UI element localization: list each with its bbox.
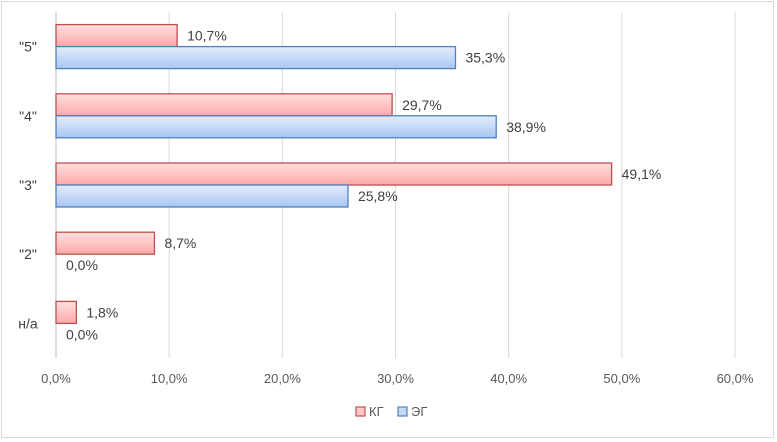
bar-ЭГ bbox=[55, 45, 457, 70]
x-tick-label: 0,0% bbox=[41, 371, 71, 386]
y-tick-label: "5" bbox=[19, 39, 37, 55]
x-tick-label: 40,0% bbox=[490, 371, 527, 386]
y-tick-label: "4" bbox=[19, 108, 37, 124]
x-tick-label: 30,0% bbox=[377, 371, 414, 386]
data-label: 25,8% bbox=[358, 188, 398, 204]
data-label: 0,0% bbox=[66, 257, 98, 273]
x-tick-label: 20,0% bbox=[264, 371, 301, 386]
bar-КГ bbox=[55, 93, 393, 117]
data-label: 1,8% bbox=[86, 304, 118, 320]
bar-КГ bbox=[55, 162, 613, 186]
legend-label: КГ bbox=[369, 404, 384, 419]
x-tick-label: 50,0% bbox=[603, 371, 640, 386]
legend-label: ЭГ bbox=[411, 404, 427, 419]
bar-КГ bbox=[55, 231, 156, 255]
data-label: 29,7% bbox=[402, 97, 442, 113]
x-tick-label: 60,0% bbox=[717, 371, 754, 386]
data-label: 0,0% bbox=[66, 326, 98, 342]
y-tick-label: "2" bbox=[19, 246, 37, 262]
data-label: 35,3% bbox=[465, 50, 505, 66]
legend-swatch-ЭГ bbox=[397, 406, 408, 417]
data-label: 10,7% bbox=[187, 28, 227, 44]
data-label: 38,9% bbox=[506, 119, 546, 135]
y-tick-label: н/а bbox=[18, 315, 38, 331]
bar-ЭГ bbox=[55, 184, 349, 208]
y-tick-label: "3" bbox=[19, 177, 37, 193]
x-tick-label: 10,0% bbox=[151, 371, 188, 386]
bar-ЭГ bbox=[55, 115, 497, 139]
bar-КГ bbox=[55, 23, 178, 48]
data-label: 8,7% bbox=[164, 235, 196, 251]
bar-КГ bbox=[55, 300, 78, 325]
data-label: 49,1% bbox=[622, 166, 662, 182]
legend-swatch-КГ bbox=[355, 406, 366, 417]
